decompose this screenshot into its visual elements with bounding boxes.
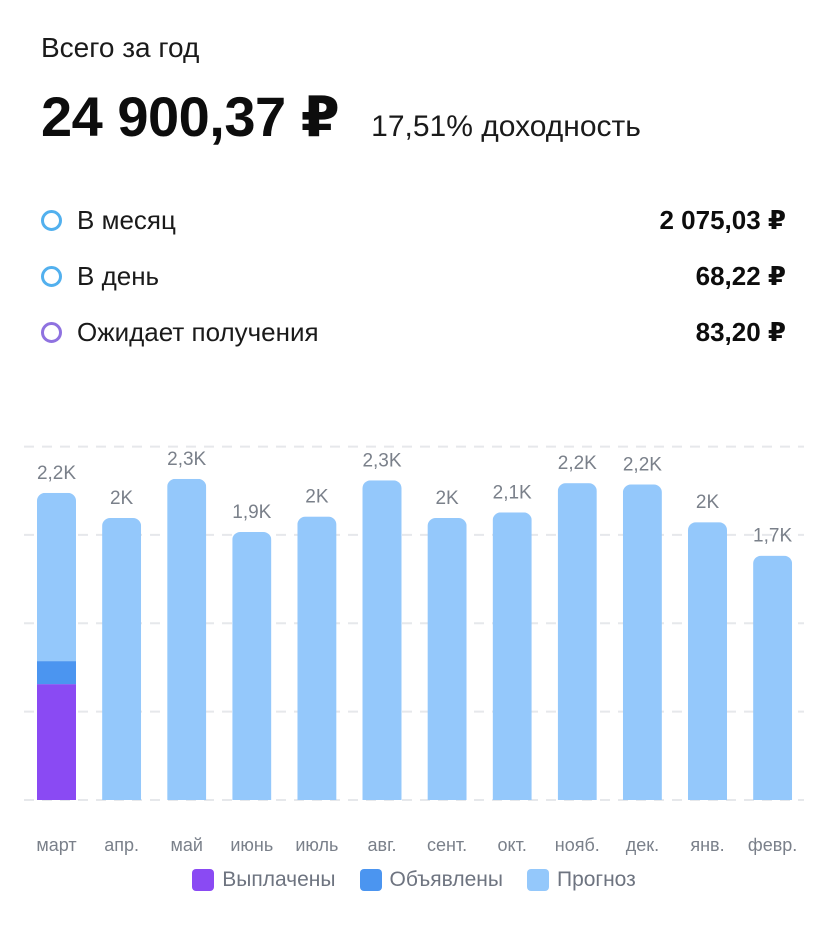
legend-label-paid: Выплачены bbox=[222, 868, 336, 891]
stat-pending-label: Ожидает получения bbox=[77, 316, 319, 347]
stat-monthly-label: В месяц bbox=[77, 204, 176, 235]
stat-pending[interactable]: Ожидает получения 83,20 ₽ bbox=[41, 304, 786, 360]
bar-paid-1 bbox=[37, 684, 76, 800]
bar-value-label: 2,3K bbox=[362, 450, 401, 471]
month-label: сент. bbox=[427, 835, 467, 855]
bar-value-label: 2,2K bbox=[37, 463, 76, 484]
bar-value-label: 2,1K bbox=[493, 482, 532, 503]
month-label: окт. bbox=[498, 835, 527, 855]
dividends-bar-chart: 2,2K март 2K апр. 2,3K май 1,9K июнь 2K июль 2,3K а… bbox=[24, 445, 804, 855]
month-label: янв. bbox=[690, 835, 724, 855]
month-label: июль bbox=[295, 835, 338, 855]
month-label: март bbox=[36, 835, 76, 855]
stat-daily[interactable]: В день 68,22 ₽ bbox=[41, 248, 786, 304]
bar-forecast-3 bbox=[167, 478, 207, 800]
stats-list: В месяц 2 075,03 ₽ В день 68,22 ₽ Ожидае… bbox=[41, 192, 786, 360]
bar-forecast-9 bbox=[557, 483, 597, 800]
bar-value-label: 2K bbox=[305, 487, 329, 508]
stat-pending-value: 83,20 ₽ bbox=[695, 316, 786, 347]
stat-monthly[interactable]: В месяц 2 075,03 ₽ bbox=[41, 192, 786, 248]
yield-percent: 17,51% доходность bbox=[371, 110, 641, 143]
month-label: нояб. bbox=[555, 835, 600, 855]
bar-forecast-1 bbox=[37, 492, 76, 662]
month-label: май bbox=[170, 835, 202, 855]
bar-forecast-6 bbox=[362, 480, 402, 800]
bar-value-label: 2,3K bbox=[167, 449, 206, 470]
legend-label-declared: Объявлены bbox=[389, 868, 503, 891]
month-label: дек. bbox=[626, 835, 659, 855]
bar-declared-1 bbox=[37, 661, 76, 685]
bar-value-label: 2K bbox=[110, 488, 134, 509]
bar-forecast-5 bbox=[297, 516, 337, 800]
legend-item-paid[interactable]: Выплачены bbox=[192, 868, 336, 892]
legend-item-declared[interactable]: Объявлены bbox=[359, 868, 503, 892]
bar-value-label: 2,2K bbox=[558, 453, 597, 474]
stat-daily-label: В день bbox=[77, 260, 160, 291]
month-label: авг. bbox=[368, 835, 397, 855]
bar-value-label: 1,9K bbox=[232, 502, 271, 523]
bar-value-label: 2K bbox=[435, 488, 459, 509]
legend-swatch-forecast bbox=[526, 869, 549, 891]
month-label: апр. bbox=[104, 835, 139, 855]
bar-forecast-4 bbox=[232, 531, 272, 800]
bar-forecast-2 bbox=[102, 518, 142, 800]
stat-monthly-marker bbox=[41, 209, 62, 231]
bar-value-label: 2K bbox=[696, 492, 720, 513]
legend-swatch-declared bbox=[359, 869, 382, 891]
total-amount: 24 900,37 ₽ bbox=[41, 85, 340, 148]
stat-daily-marker bbox=[41, 265, 62, 287]
stat-monthly-value: 2 075,03 ₽ bbox=[659, 204, 786, 235]
bar-forecast-10 bbox=[622, 484, 662, 800]
bar-forecast-12 bbox=[753, 555, 793, 800]
bar-forecast-7 bbox=[427, 518, 467, 800]
legend-label-forecast: Прогноз bbox=[556, 868, 636, 891]
stat-daily-value: 68,22 ₽ bbox=[695, 260, 786, 291]
bar-value-label: 1,7K bbox=[753, 526, 792, 547]
bar-forecast-8 bbox=[492, 512, 532, 800]
bar-value-label: 2,2K bbox=[623, 455, 662, 476]
legend-item-forecast[interactable]: Прогноз bbox=[526, 868, 636, 892]
stat-pending-marker bbox=[41, 321, 62, 343]
month-label: июнь bbox=[230, 835, 273, 855]
total-row: 24 900,37 ₽ 17,51% доходность bbox=[41, 84, 641, 150]
legend-swatch-paid bbox=[192, 869, 215, 891]
bar-forecast-11 bbox=[688, 522, 727, 800]
chart-legend: Выплачены Объявлены Прогноз bbox=[0, 868, 828, 892]
month-label: февр. bbox=[748, 835, 797, 855]
period-label: Всего за год bbox=[41, 32, 200, 63]
